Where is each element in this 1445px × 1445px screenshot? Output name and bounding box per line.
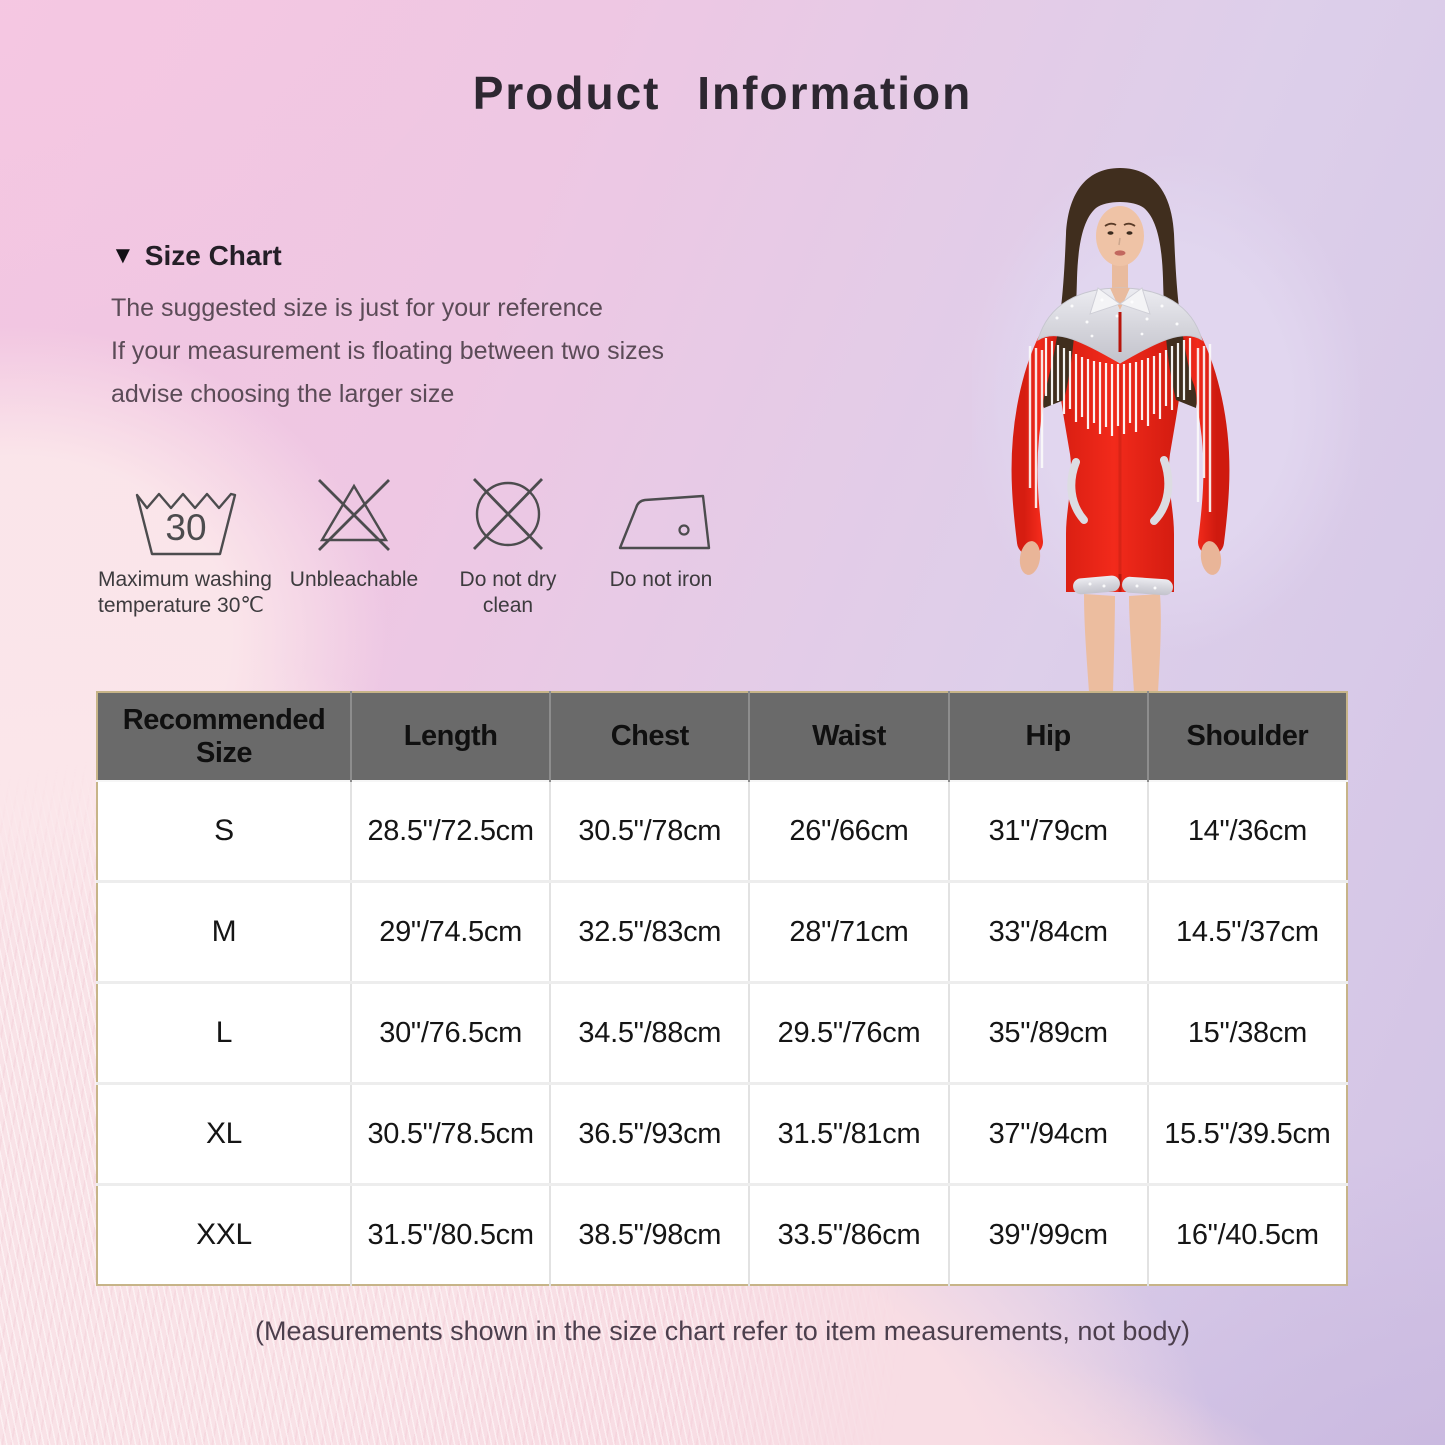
col-header-length: Length [349, 692, 551, 781]
table-row: XXL 31.5"/80.5cm 38.5"/98cm 33.5"/86cm 3… [97, 1183, 1347, 1285]
cell-length: 29"/74.5cm [349, 880, 551, 983]
col-header-recommended-size: Recommended Size [97, 692, 351, 781]
cell-length: 30.5"/78.5cm [349, 1082, 551, 1185]
care-item-do-not-iron: Do not iron [600, 468, 722, 593]
cell-waist: 33.5"/86cm [748, 1183, 949, 1285]
care-label: Unbleachable [289, 568, 419, 591]
cell-chest: 34.5"/88cm [549, 981, 750, 1084]
product-model-photo [972, 156, 1360, 692]
care-item-unbleachable: Unbleachable [286, 468, 422, 593]
col-header-shoulder: Shoulder [1146, 692, 1347, 781]
cell-size: M [97, 880, 351, 983]
cell-shoulder: 16"/40.5cm [1146, 1183, 1347, 1285]
size-chart-heading: ▼ Size Chart [111, 240, 664, 272]
wash-30-icon: 30 [132, 468, 240, 558]
cell-length: 31.5"/80.5cm [349, 1183, 551, 1285]
table-row: L 30"/76.5cm 34.5"/88cm 29.5"/76cm 35"/8… [97, 981, 1347, 1084]
care-item-do-not-dry-clean: Do not dry clean [432, 468, 584, 619]
cell-waist: 29.5"/76cm [748, 981, 949, 1084]
table-row: S 28.5"/72.5cm 30.5"/78cm 26"/66cm 31"/7… [97, 780, 1347, 882]
cell-chest: 30.5"/78cm [549, 780, 750, 882]
cell-waist: 31.5"/81cm [748, 1082, 949, 1185]
cell-shoulder: 15.5"/39.5cm [1146, 1082, 1347, 1185]
triangle-down-icon: ▼ [111, 242, 135, 269]
size-chart-section: ▼ Size Chart The suggested size is just … [111, 240, 664, 416]
cell-shoulder: 14"/36cm [1146, 780, 1347, 882]
col-header-chest: Chest [549, 692, 750, 781]
cell-hip: 33"/84cm [947, 880, 1148, 983]
cell-hip: 31"/79cm [947, 780, 1148, 882]
wash-temp-number: 30 [165, 507, 206, 548]
cell-waist: 26"/66cm [748, 780, 949, 882]
measurement-disclaimer: (Measurements shown in the size chart re… [255, 1316, 1190, 1346]
care-label: Maximum washing temperature 30℃ [98, 568, 272, 617]
do-not-iron-icon [610, 468, 712, 558]
size-chart-heading-label: Size Chart [144, 240, 282, 271]
care-symbols-row: 30 Maximum washing temperature 30℃ Unble… [98, 468, 722, 619]
cell-length: 30"/76.5cm [349, 981, 551, 1084]
care-label: Do not iron [609, 568, 713, 591]
size-note-line: advise choosing the larger size [111, 380, 455, 408]
do-not-bleach-icon [312, 468, 396, 558]
cell-size: S [97, 780, 351, 882]
care-item-wash-30: 30 Maximum washing temperature 30℃ [98, 468, 274, 619]
size-chart-table: Recommended Size Length Chest Waist Hip … [96, 691, 1348, 1286]
cell-hip: 35"/89cm [947, 981, 1148, 1084]
page-title: Product Information [472, 67, 973, 119]
care-label: Do not dry clean [459, 568, 557, 617]
model-illustration [1011, 168, 1230, 692]
cell-hip: 39"/99cm [947, 1183, 1148, 1285]
cell-size: XL [97, 1082, 351, 1185]
col-header-hip: Hip [947, 692, 1148, 781]
cell-chest: 36.5"/93cm [549, 1082, 750, 1185]
do-not-dry-clean-icon [465, 468, 551, 558]
cell-shoulder: 15"/38cm [1146, 981, 1347, 1084]
cell-shoulder: 14.5"/37cm [1146, 880, 1347, 983]
size-chart-notes: The suggested size is just for your refe… [111, 287, 664, 416]
table-row: XL 30.5"/78.5cm 36.5"/93cm 31.5"/81cm 37… [97, 1082, 1347, 1185]
cell-size: XXL [97, 1183, 351, 1285]
cell-chest: 32.5"/83cm [549, 880, 750, 983]
cell-waist: 28"/71cm [748, 880, 949, 983]
cell-length: 28.5"/72.5cm [349, 780, 551, 882]
size-note-line: The suggested size is just for your refe… [111, 294, 603, 322]
cell-hip: 37"/94cm [947, 1082, 1148, 1185]
cell-size: L [97, 981, 351, 1084]
col-header-waist: Waist [748, 692, 949, 781]
table-row: M 29"/74.5cm 32.5"/83cm 28"/71cm 33"/84c… [97, 880, 1347, 983]
table-header-row: Recommended Size Length Chest Waist Hip … [97, 692, 1347, 781]
cell-chest: 38.5"/98cm [549, 1183, 750, 1285]
size-note-line: If your measurement is floating between … [111, 337, 665, 365]
